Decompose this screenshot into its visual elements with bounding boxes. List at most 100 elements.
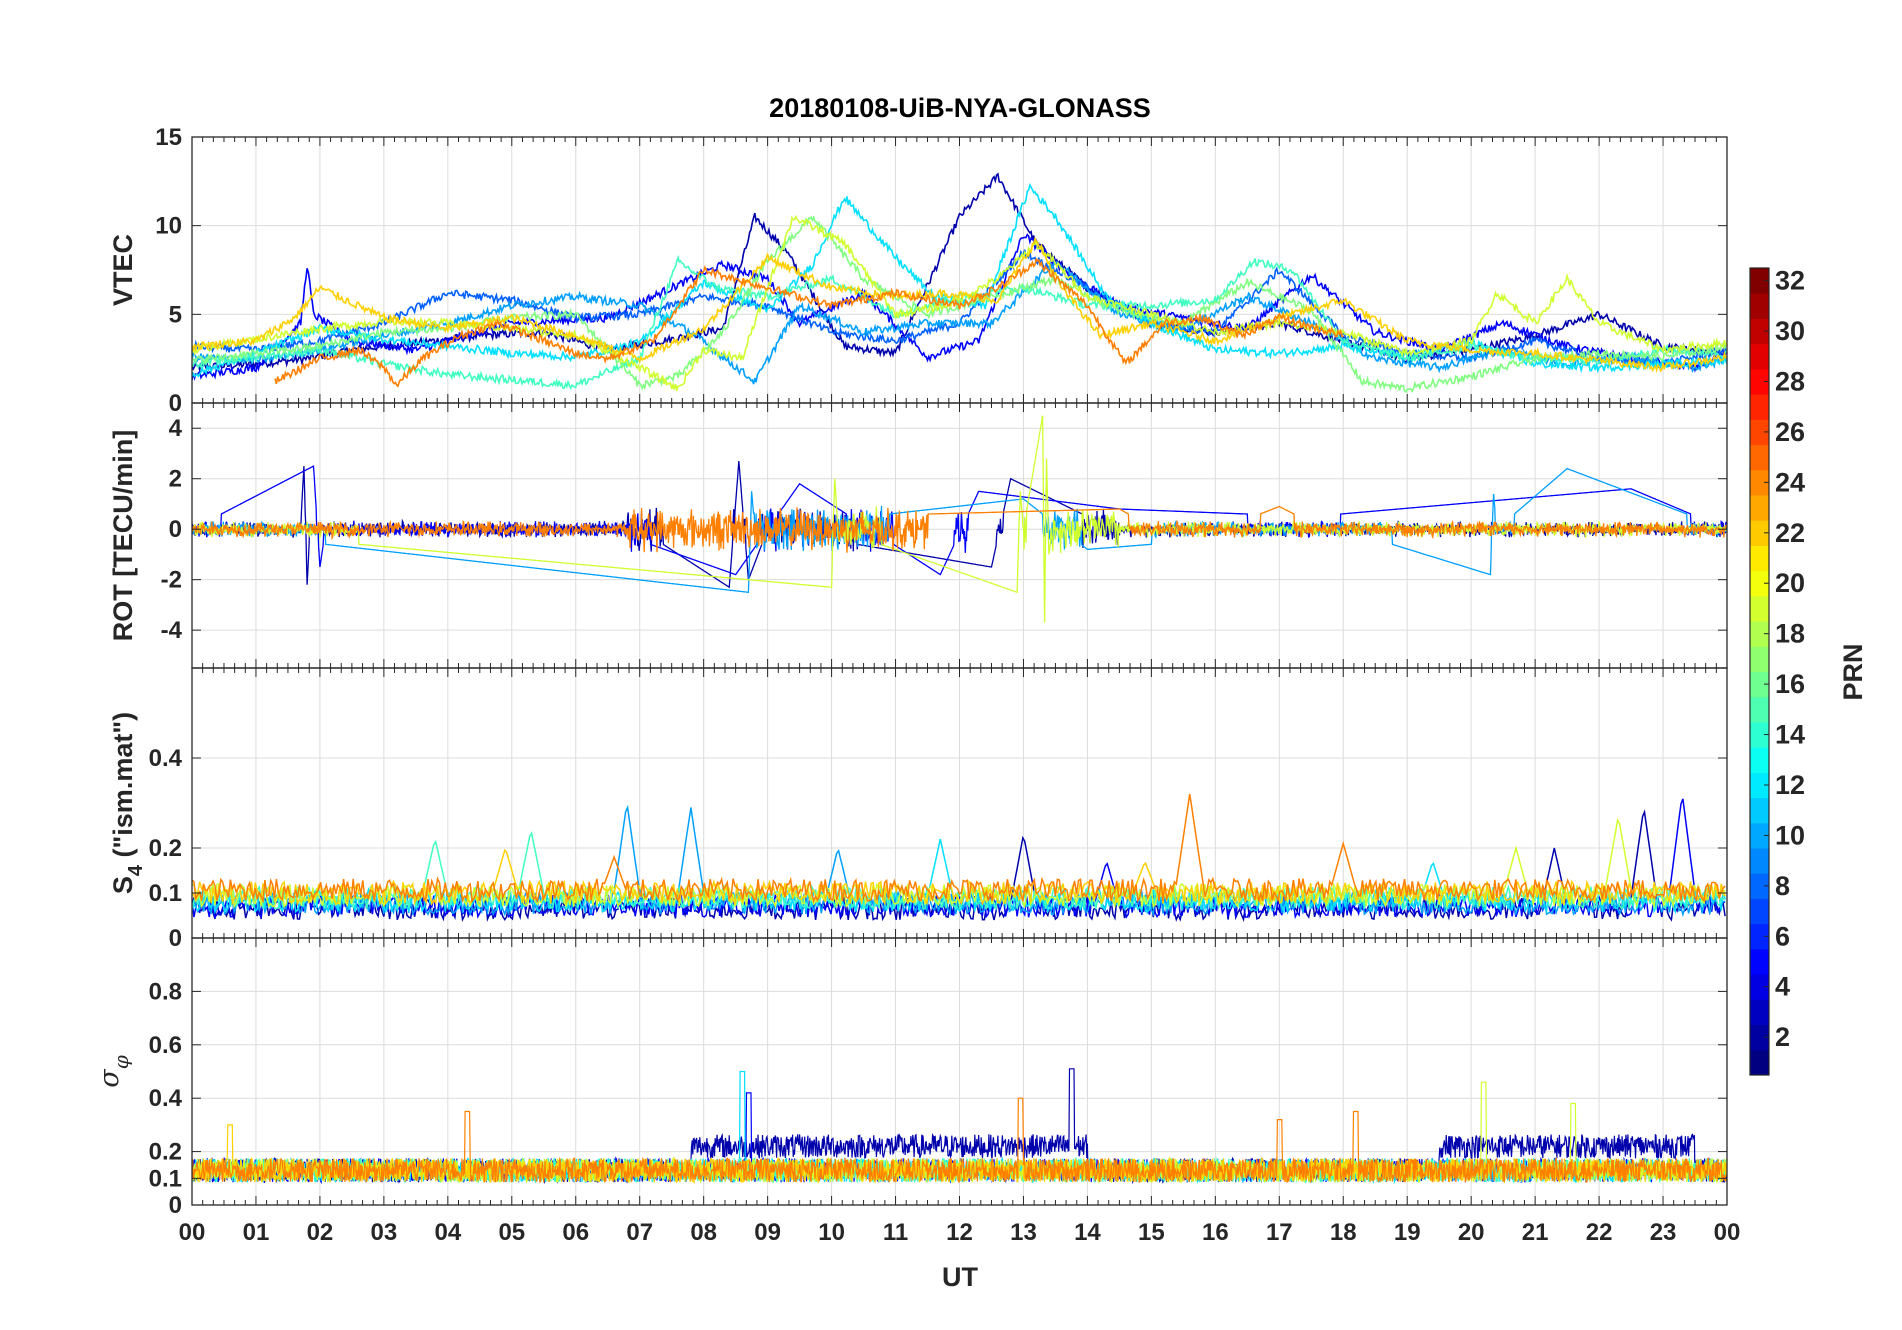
rot-ticks (191, 403, 1728, 668)
sigma-y-tick-label: 0.2 (149, 1139, 182, 1166)
colorbar-tick-label: 28 (1775, 366, 1805, 396)
x-tick-label: 20 (1458, 1219, 1485, 1246)
colorbar-tick-label: 18 (1775, 619, 1805, 649)
rot-series-prn-4 (192, 465, 1727, 576)
vtec-ticks (191, 136, 1728, 404)
colorbar-segment (1750, 268, 1769, 294)
colorbar-segment (1750, 721, 1769, 748)
vtec-y-tick-label: 5 (169, 301, 182, 328)
vtec-y-tick-label: 15 (155, 124, 182, 151)
chart-title: 20180108-UiB-NYA-GLONASS (769, 93, 1151, 123)
x-tick-label: 17 (1266, 1219, 1293, 1246)
sigma-y-tick-label: 0 (169, 1192, 182, 1219)
colorbar-tick-label: 30 (1775, 316, 1805, 346)
x-tick-label: 18 (1330, 1219, 1357, 1246)
colorbar-segment (1750, 898, 1769, 925)
colorbar-segment (1750, 873, 1769, 899)
x-axis-label: UT (942, 1262, 978, 1292)
sigma-plot-area (192, 1068, 1727, 1185)
rot-y-axis-label: ROT [TECU/min] (108, 430, 138, 641)
colorbar-segment (1750, 848, 1769, 874)
colorbar-segment (1750, 772, 1769, 799)
s4-y-tick-label: 0.2 (149, 835, 182, 862)
colorbar-tick-label: 32 (1775, 266, 1805, 296)
x-tick-label: 09 (754, 1219, 781, 1246)
x-tick-label: 16 (1202, 1219, 1229, 1246)
x-tick-label: 00 (179, 1219, 206, 1246)
colorbar-label: PRN (1838, 643, 1868, 700)
colorbar-segment (1750, 419, 1769, 446)
x-tick-label: 10 (818, 1219, 845, 1246)
colorbar-segment (1750, 444, 1769, 471)
colorbar-segment (1750, 696, 1769, 723)
colorbar-segment (1750, 923, 1769, 950)
vtec-y-tick-label: 0 (169, 390, 182, 417)
x-tick-label: 22 (1586, 1219, 1613, 1246)
colorbar-segment (1750, 293, 1769, 319)
colorbar-tick-label: 26 (1775, 417, 1805, 447)
colorbar-segment (1750, 671, 1769, 698)
colorbar-segment (1750, 999, 1769, 1026)
sigma-ticks (191, 938, 1728, 1206)
colorbar-segment (1750, 570, 1769, 597)
colorbar-frame (1749, 267, 1770, 1076)
panel-vtec: 0 5 10 15 VTEC (108, 124, 1728, 417)
colorbar-tick-label: 2 (1775, 1022, 1790, 1052)
sigma-y-tick-label: 0.8 (149, 978, 182, 1005)
vtec-series-prn-4 (192, 233, 1727, 381)
rot-y-tick-label: 0 (169, 516, 182, 543)
vtec-series-prn-21 (192, 236, 1727, 374)
s4-plot-area (192, 793, 1726, 923)
rot-y-tick-label: 4 (169, 415, 183, 442)
rot-y-tick-label: -2 (161, 567, 182, 594)
x-tick-label: 02 (307, 1219, 334, 1246)
vtec-y-tick-label: 10 (155, 213, 182, 240)
sigma-series (192, 1097, 1727, 1184)
rot-plot-area (192, 415, 1727, 623)
colorbar-segment (1750, 595, 1769, 622)
s4-y-tick-label: 0 (169, 925, 182, 952)
rot-y-tick-label: 2 (169, 466, 182, 493)
colorbar-segment (1750, 646, 1769, 672)
x-tick-label: 08 (690, 1219, 717, 1246)
s4-series (192, 793, 1726, 904)
x-tick-label: 06 (562, 1219, 589, 1246)
x-tick-label: 21 (1522, 1219, 1549, 1246)
colorbar-tick-label: 22 (1775, 518, 1805, 548)
colorbar-tick-label: 4 (1775, 972, 1790, 1002)
x-tick-label: 14 (1074, 1219, 1101, 1246)
colorbar-segment (1750, 343, 1769, 370)
colorbar-tick-label: 16 (1775, 669, 1805, 699)
colorbar-tick-label: 10 (1775, 820, 1805, 850)
x-tick-label: 19 (1394, 1219, 1421, 1246)
x-tick-label: 05 (498, 1219, 525, 1246)
colorbar-segment (1750, 1049, 1769, 1076)
colorbar-segment (1750, 368, 1769, 395)
colorbar-segment (1750, 747, 1769, 773)
rot-series-prn-23 (192, 505, 1727, 553)
colorbar-tick-label: 20 (1775, 568, 1805, 598)
colorbar-tick-label: 6 (1775, 921, 1790, 951)
colorbar-segment (1750, 469, 1769, 496)
x-tick-label: 11 (883, 1219, 908, 1246)
x-tick-label: 07 (626, 1219, 653, 1246)
colorbar-segment (1750, 621, 1769, 647)
s4-y-axis-label: S4 ("ism.mat") (108, 712, 147, 894)
colorbar-segment (1750, 520, 1769, 546)
colorbar-segment (1750, 974, 1769, 1000)
s4-y-tick-label: 0.4 (149, 745, 183, 772)
sigma-y-axis-label: σφ (94, 1055, 133, 1087)
panel-sigma: 00.10.2 0.4 0.6 0.8 σφ (94, 937, 1728, 1219)
rot-y-tick-label: -4 (161, 617, 183, 644)
s4-series (192, 848, 1726, 907)
rot-series-prn-10 (192, 467, 1727, 594)
colorbar-segment (1750, 797, 1769, 824)
vtec-series-prn-19 (192, 214, 1727, 391)
colorbar-tick-label: 8 (1775, 871, 1790, 901)
colorbar-segment (1750, 545, 1769, 572)
rot-series-prn-19 (192, 415, 1727, 623)
